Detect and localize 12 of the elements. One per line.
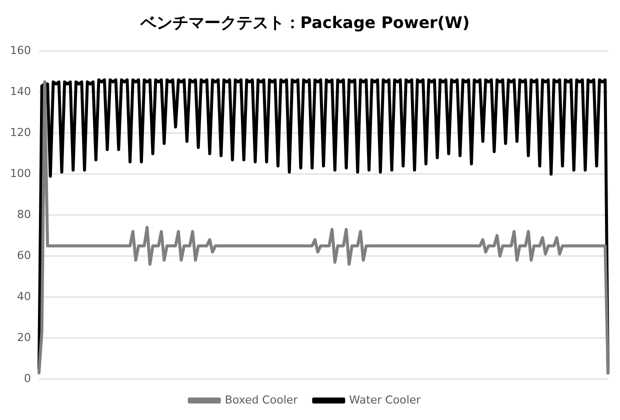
- y-tick-label: 60: [16, 248, 31, 262]
- y-tick-label: 160: [10, 44, 31, 58]
- y-tick-label: 140: [10, 85, 31, 98]
- chart-title: ベンチマークテスト：Package Power(W): [139, 12, 470, 32]
- y-tick-label: 0: [24, 372, 31, 385]
- y-tick-label: 100: [10, 166, 31, 180]
- y-tick-label: 120: [10, 126, 31, 140]
- legend-label: Water Cooler: [349, 393, 422, 406]
- y-tick-label: 20: [16, 330, 31, 344]
- y-tick-label: 40: [16, 290, 31, 303]
- y-tick-label: 80: [16, 208, 31, 221]
- legend-label: Boxed Cooler: [224, 393, 298, 406]
